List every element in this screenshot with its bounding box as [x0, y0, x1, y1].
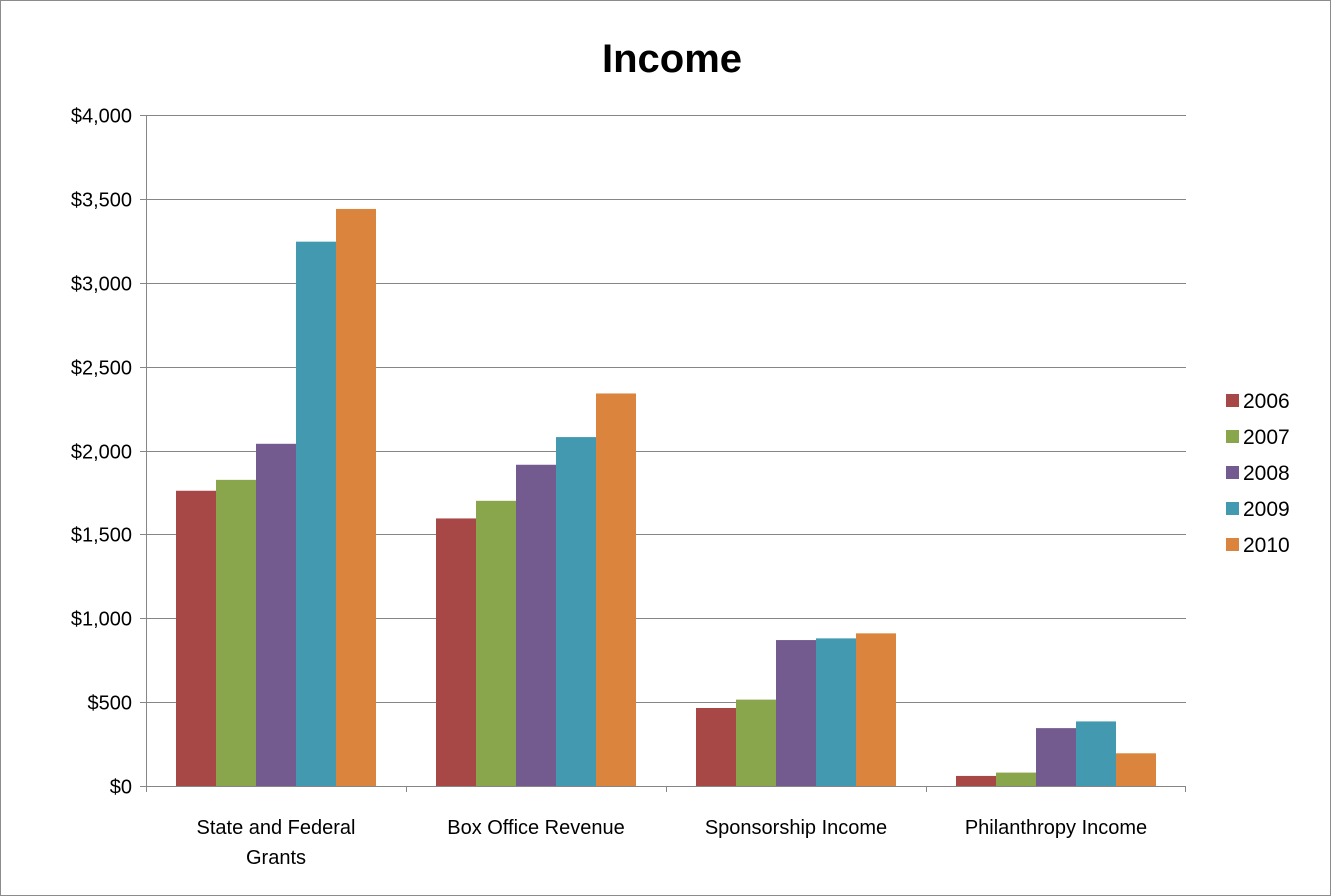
- x-tick-label: Philanthropy Income: [965, 817, 1147, 839]
- bar-2009-0: [296, 241, 336, 786]
- y-axis-tick-labels: $0 $500 $1,000 $1,500 $2,000 $2,500 $3,000 $3,5…: [71, 106, 132, 799]
- y-tick-label: $2,500: [71, 358, 132, 380]
- legend-swatch-2006: [1226, 394, 1239, 407]
- legend-label: 2009: [1243, 498, 1290, 521]
- bar-2010-2: [856, 633, 896, 786]
- bar-2009-1: [556, 437, 596, 786]
- bar-2007-2: [736, 699, 776, 786]
- bar-2006-0: [176, 490, 216, 786]
- legend-swatch-2007: [1226, 430, 1239, 443]
- y-tick-label: $4,000: [71, 106, 132, 128]
- bar-2006-2: [696, 707, 736, 786]
- x-tick-label: State and Federal: [197, 817, 356, 839]
- legend-swatch-2008: [1226, 466, 1239, 479]
- bars: [176, 208, 1156, 786]
- bar-2010-0: [336, 208, 376, 786]
- bar-2006-1: [436, 518, 476, 786]
- legend-label: 2010: [1243, 534, 1290, 557]
- bar-2009-2: [816, 638, 856, 786]
- bar-2010-3: [1116, 753, 1156, 786]
- y-tick-label: $1,500: [71, 525, 132, 547]
- y-tick-label: $3,000: [71, 274, 132, 296]
- bar-2007-0: [216, 479, 256, 786]
- legend-label: 2006: [1243, 390, 1290, 413]
- y-tick-label: $0: [110, 777, 132, 799]
- y-tick-label: $500: [88, 693, 133, 715]
- legend-label: 2008: [1243, 462, 1290, 485]
- axes: [140, 115, 1186, 792]
- legend-label: 2007: [1243, 426, 1290, 449]
- bar-2010-1: [596, 393, 636, 786]
- x-tick-label: Box Office Revenue: [447, 817, 625, 839]
- bar-2009-3: [1076, 721, 1116, 786]
- bar-2007-1: [476, 500, 516, 786]
- y-tick-label: $1,000: [71, 609, 132, 631]
- x-tick-label: Grants: [246, 847, 306, 869]
- bar-2008-1: [516, 464, 556, 786]
- x-tick-label: Sponsorship Income: [705, 817, 887, 839]
- legend: 2006 2007 2008 2009 2010: [1226, 390, 1290, 557]
- legend-swatch-2009: [1226, 502, 1239, 515]
- bar-2006-3: [956, 775, 996, 786]
- chart-title: Income: [602, 37, 742, 81]
- y-tick-label: $3,500: [71, 190, 132, 212]
- x-axis-tick-labels: State and Federal Grants Box Office Revenu…: [197, 817, 1148, 869]
- legend-swatch-2010: [1226, 538, 1239, 551]
- bar-2007-3: [996, 772, 1036, 786]
- bar-2008-3: [1036, 728, 1076, 786]
- bar-2008-2: [776, 640, 816, 786]
- bar-2008-0: [256, 443, 296, 786]
- y-tick-label: $2,000: [71, 442, 132, 464]
